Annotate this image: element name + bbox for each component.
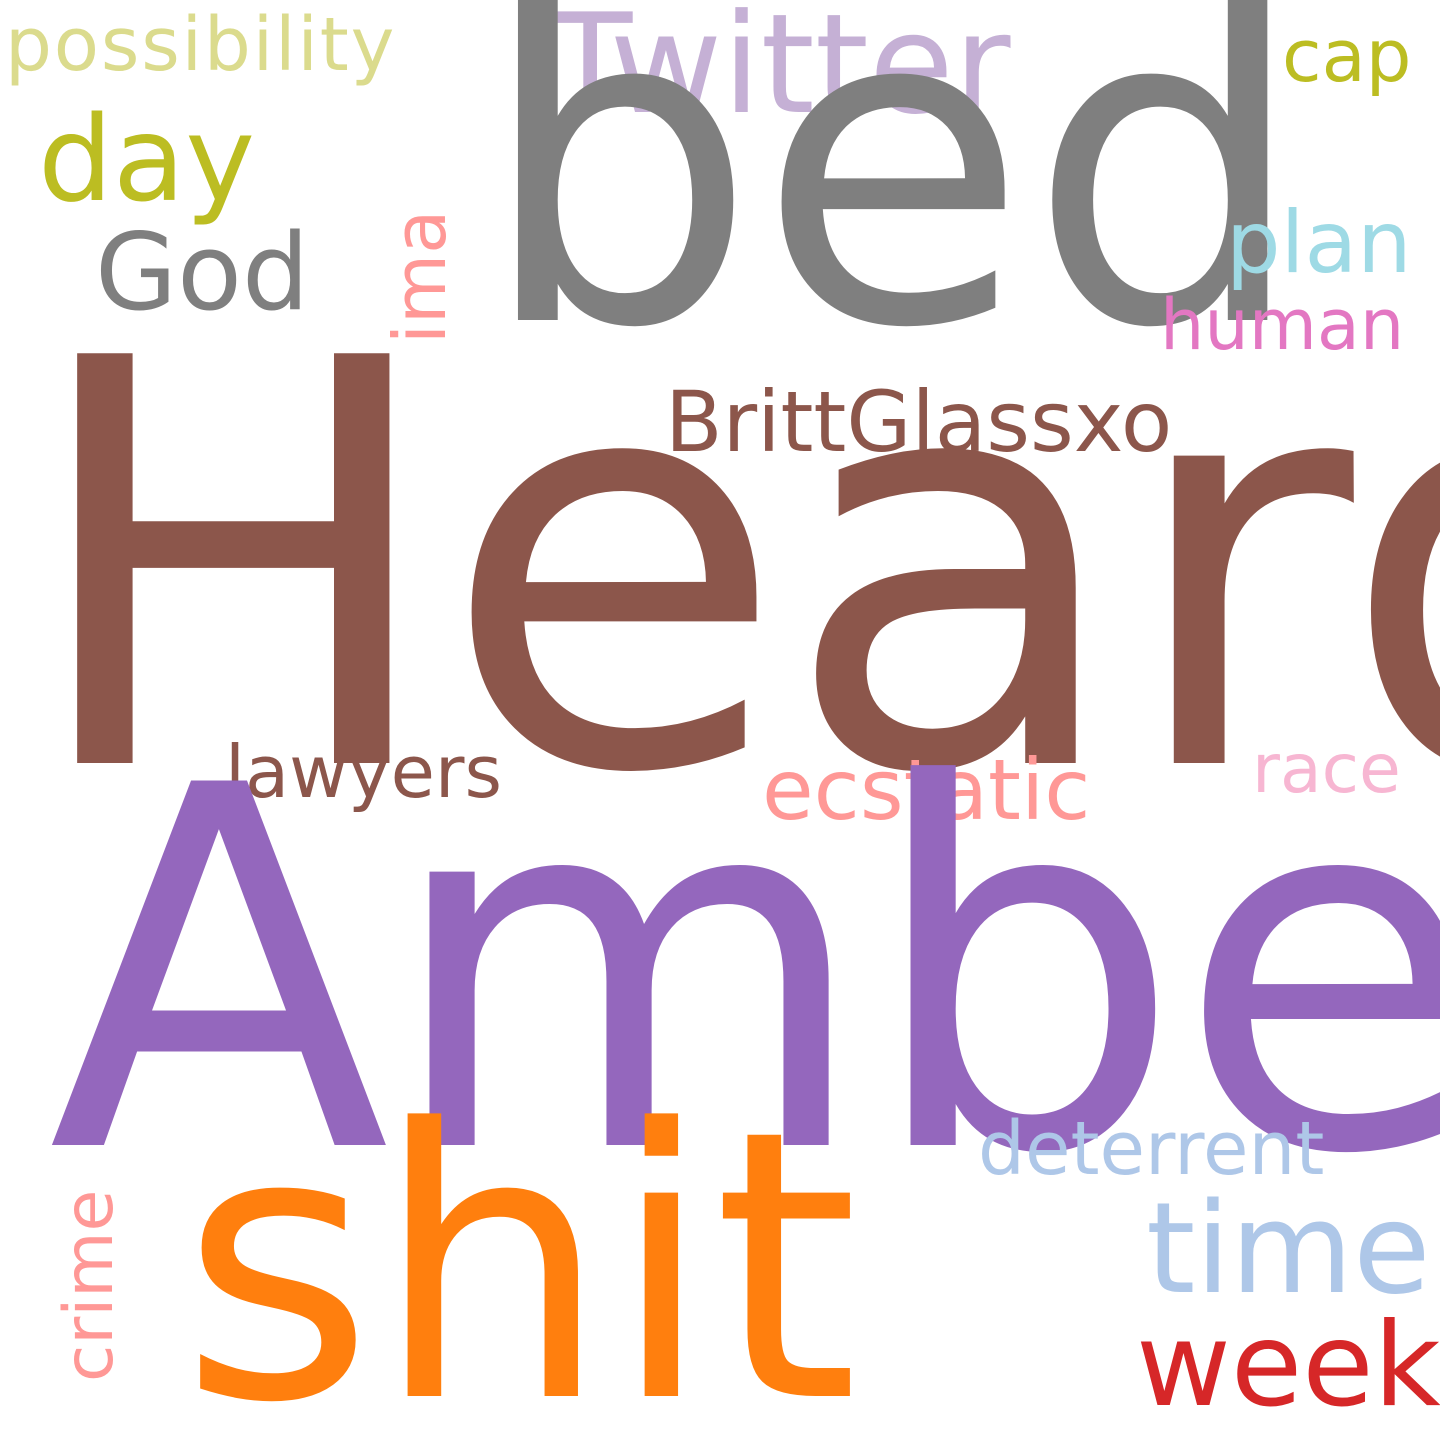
word-shit: shit bbox=[180, 1051, 859, 1440]
word-amber: Amber bbox=[48, 681, 1440, 1263]
word-time: time bbox=[1146, 1175, 1431, 1322]
word-day: day bbox=[38, 90, 256, 228]
word-race: race bbox=[1252, 730, 1401, 809]
word-bed: bed bbox=[478, 0, 1308, 424]
word-cap: cap bbox=[1282, 14, 1412, 98]
word-twitter: Twitter bbox=[548, 0, 1011, 145]
word-human: human bbox=[1160, 284, 1405, 366]
word-ecstatic: ecstatic bbox=[762, 741, 1091, 839]
word-brittglassxo: BrittGlassxo bbox=[665, 373, 1173, 471]
word-crime: crime bbox=[50, 1189, 129, 1382]
word-possibility: possibility bbox=[5, 2, 397, 88]
word-deterrent: deterrent bbox=[978, 1106, 1325, 1192]
word-plan: plan bbox=[1226, 193, 1412, 293]
word-week: week bbox=[1136, 1298, 1440, 1433]
word-heard: Heard bbox=[22, 241, 1440, 896]
word-god: God bbox=[95, 211, 310, 334]
word-lawyers: lawyers bbox=[225, 730, 503, 814]
